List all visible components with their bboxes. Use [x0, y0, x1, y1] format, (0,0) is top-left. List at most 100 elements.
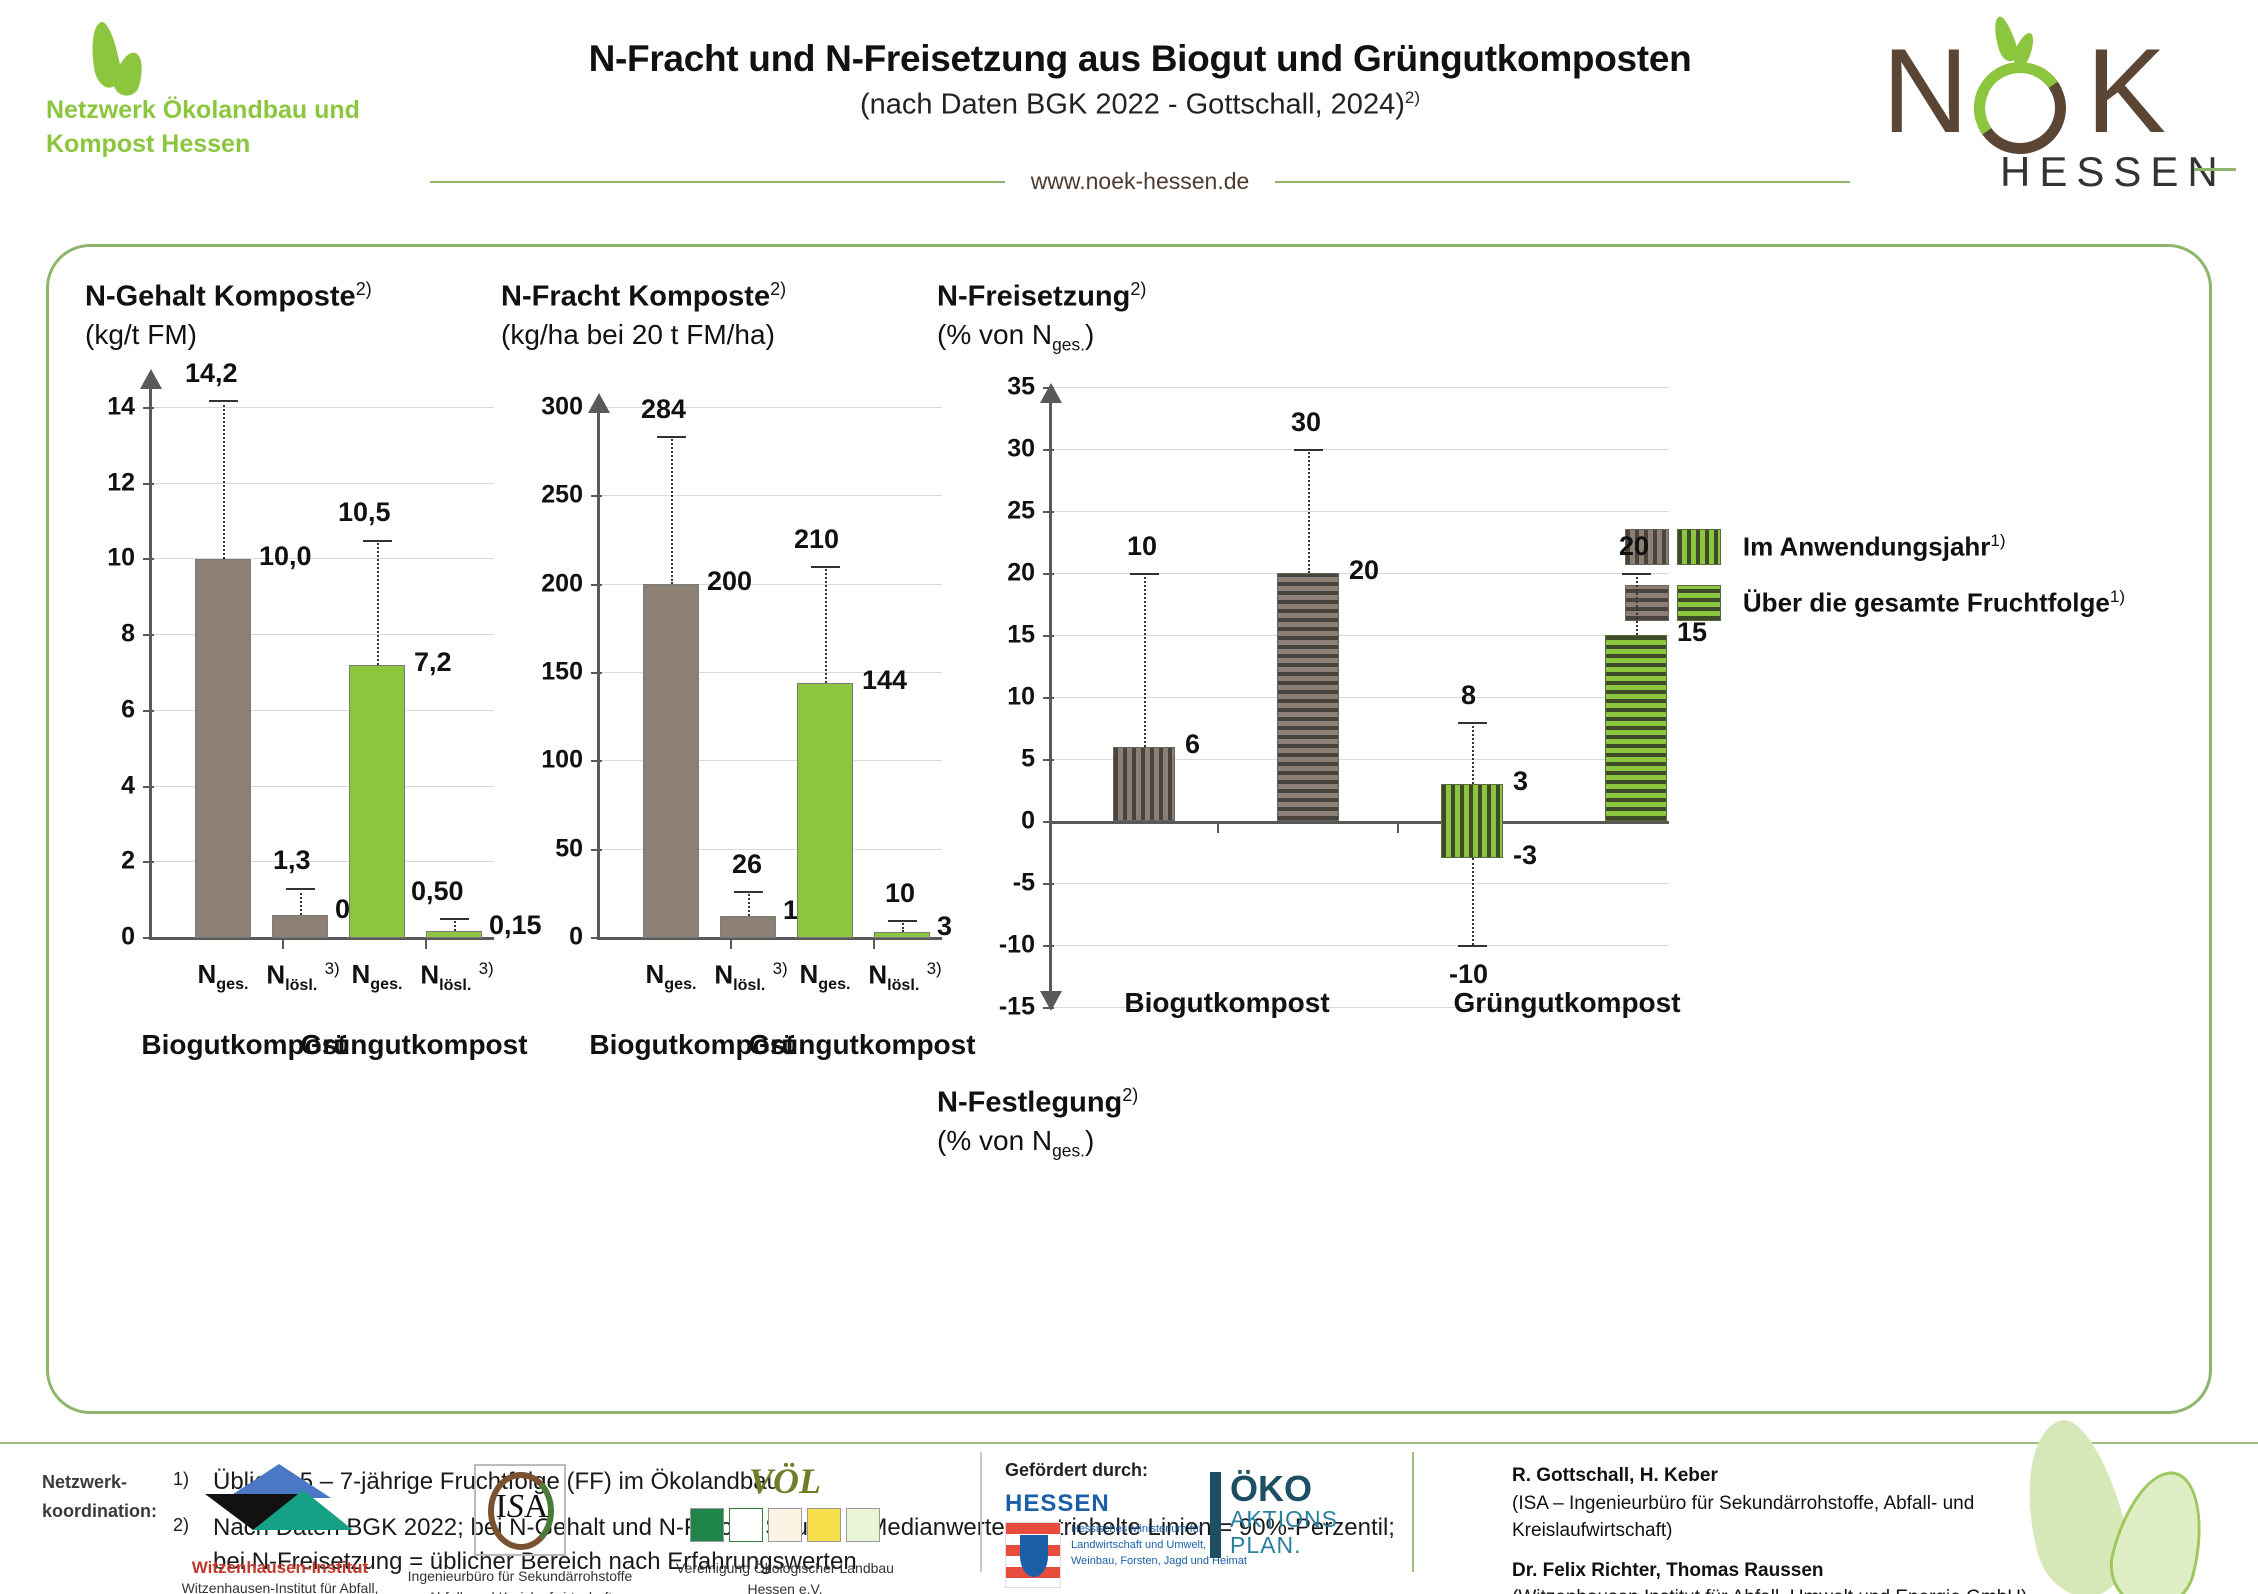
chart2-title-text: N-Fracht Komposte — [501, 280, 771, 313]
chart1-whisker — [300, 888, 302, 915]
chart3-value-label-negative: -3 — [1513, 840, 1538, 870]
chart2-bar — [874, 932, 930, 938]
xtick — [1217, 821, 1219, 833]
tick — [143, 634, 154, 636]
xtick — [425, 937, 427, 949]
divider-left — [430, 180, 1005, 183]
tick — [143, 407, 154, 409]
chart1-ytick: 10 — [107, 543, 135, 572]
gridline — [597, 760, 942, 761]
footer-divider — [0, 1442, 2258, 1444]
chip-bioland — [690, 1508, 724, 1542]
chip-biopark — [846, 1508, 880, 1542]
chart3-whisker-label: 20 — [1619, 531, 1650, 561]
credit-block-1: R. Gottschall, H. Keber (ISA – Ingenieur… — [1512, 1462, 2132, 1545]
legend-label: Im Anwendungsjahr1) — [1743, 531, 2006, 563]
chart2-ytick: 300 — [541, 392, 583, 421]
hessen-ministry-logo: HESSEN Hessisches Ministerium für Landwi… — [1005, 1490, 1251, 1588]
chart3-whisker-label-negative: -10 — [1449, 959, 1489, 989]
chart1-unit: (kg/t FM) — [85, 318, 197, 350]
chart1-title-text: N-Gehalt Komposte — [85, 280, 356, 313]
chart3-bar — [1441, 784, 1503, 858]
gridline — [1049, 945, 1669, 946]
chart2-cat-label: Nlösl. 3) — [868, 959, 942, 994]
chart1-whisker-label: 0,50 — [411, 876, 464, 906]
chart3-bar — [1605, 635, 1667, 821]
brand-line-1: Netzwerk Ökolandbau und — [46, 96, 360, 124]
chart3-legend: Im Anwendungsjahr1) Über die gesamte Fru… — [1624, 529, 2125, 641]
chart1-x-axis — [149, 937, 494, 940]
chart2-cat-label: Nlösl. 3) — [714, 959, 788, 994]
chart2-ytick: 150 — [541, 657, 583, 686]
chart3-ytick: 30 — [1007, 434, 1035, 463]
coordination-line-1: Netzwerk- — [42, 1472, 128, 1492]
chart3-unit: (% von Nges.) — [937, 318, 1095, 355]
tick — [591, 937, 602, 939]
coordination-line-2: koordination: — [42, 1500, 157, 1521]
chart2-value-label: 144 — [862, 665, 908, 695]
chart2-ytick: 100 — [541, 745, 583, 774]
chart1-ytick: 12 — [107, 468, 135, 497]
chart1-value-label: 7,2 — [414, 647, 452, 677]
decorative-leaves-icon — [1948, 1412, 2228, 1594]
gridline — [1049, 573, 1669, 574]
credit-block-2: Dr. Felix Richter, Thomas Raussen (Witze… — [1512, 1557, 2132, 1594]
chart3-whisker — [1472, 722, 1474, 784]
chart1-y-axis-arrow — [140, 369, 162, 389]
chart1-group-label: Grüngutkompost — [300, 1029, 528, 1060]
logo-letter-n: N — [1882, 24, 1969, 158]
chart3-bottom-title-sup: 2) — [1122, 1085, 1139, 1105]
legend-label-sup: 1) — [1990, 531, 2006, 551]
chart1-whisker-label: 1,3 — [273, 845, 311, 875]
content-panel: N-Gehalt Komposte 2) (kg/t FM) — [46, 244, 2212, 1575]
logo-dash — [2194, 168, 2236, 171]
page-title: N-Fracht und N-Freisetzung aus Biogut un… — [588, 38, 1692, 79]
gridline — [149, 710, 494, 711]
legend-label-text: Im Anwendungsjahr — [1742, 531, 1991, 562]
oeko-line-1: ÖKO — [1230, 1468, 1313, 1509]
oeko-bar-icon — [1210, 1472, 1221, 1558]
footnote-mark: 1) — [173, 1469, 190, 1489]
nok-hessen-logo: N K HESSEN — [1876, 10, 2236, 200]
chart2-whisker — [748, 891, 750, 916]
chart3-zero-axis — [1049, 821, 1669, 824]
chart1-bar — [195, 559, 251, 938]
xtick — [730, 937, 732, 949]
chart3-bottom-unit: (% von Nges.) — [937, 1124, 1095, 1161]
witzenhausen-mark-icon — [205, 1464, 355, 1556]
chart2-value-label: 200 — [707, 566, 753, 596]
legend-swatch-brown-horizontal — [1624, 585, 1669, 621]
page-subtitle-sup: 2) — [1404, 88, 1420, 107]
legend-item: Über die gesamte Fruchtfolge1) — [1624, 585, 2125, 621]
chart3-bottom-title-text: N-Festlegung — [937, 1086, 1123, 1119]
caption-line-1: Witzenhausen-Institut für Abfall, Umwelt — [181, 1580, 379, 1594]
chart3-ytick: -15 — [998, 992, 1035, 1021]
chart1-value-label: 10,0 — [259, 541, 312, 571]
chart1-group-label: Biogutkompost — [141, 1029, 347, 1060]
chart2-y-axis — [597, 413, 600, 937]
chart2-whisker — [825, 566, 827, 683]
chart3-whisker-label: 10 — [1127, 531, 1158, 561]
funding-divider — [980, 1452, 982, 1572]
chart3-whisker — [1636, 573, 1638, 635]
gridline — [597, 407, 942, 408]
leaf-icon — [66, 18, 186, 99]
chart1-cat-label: Nlösl. 3) — [266, 959, 340, 994]
chart3-title-sup: 2) — [1130, 279, 1147, 299]
chip-naturland — [729, 1508, 763, 1542]
oeko-aktionsplan-logo: ÖKO AKTIONS PLAN. — [1210, 1468, 1338, 1558]
chart2-whisker-cap — [811, 566, 840, 568]
chart3-whisker — [1472, 858, 1474, 945]
logo-letter-k: K — [2086, 24, 2167, 158]
voel-caption: Vereinigung Ökologischer Landbau Hessen … — [660, 1558, 910, 1594]
page-subtitle-text: (nach Daten BGK 2022 - Gottschall, 2024) — [860, 88, 1405, 121]
chart2-ytick: 250 — [541, 480, 583, 509]
gridline — [1049, 697, 1669, 698]
chart3-value-label: 20 — [1349, 555, 1380, 585]
tick — [1043, 635, 1054, 637]
legend-label-sup: 1) — [2109, 587, 2125, 607]
chart3-value-label: 3 — [1513, 766, 1529, 796]
chart3-title: N-Freisetzung2) (% von Nges.) — [937, 279, 1146, 355]
chart2-bar — [643, 584, 699, 938]
